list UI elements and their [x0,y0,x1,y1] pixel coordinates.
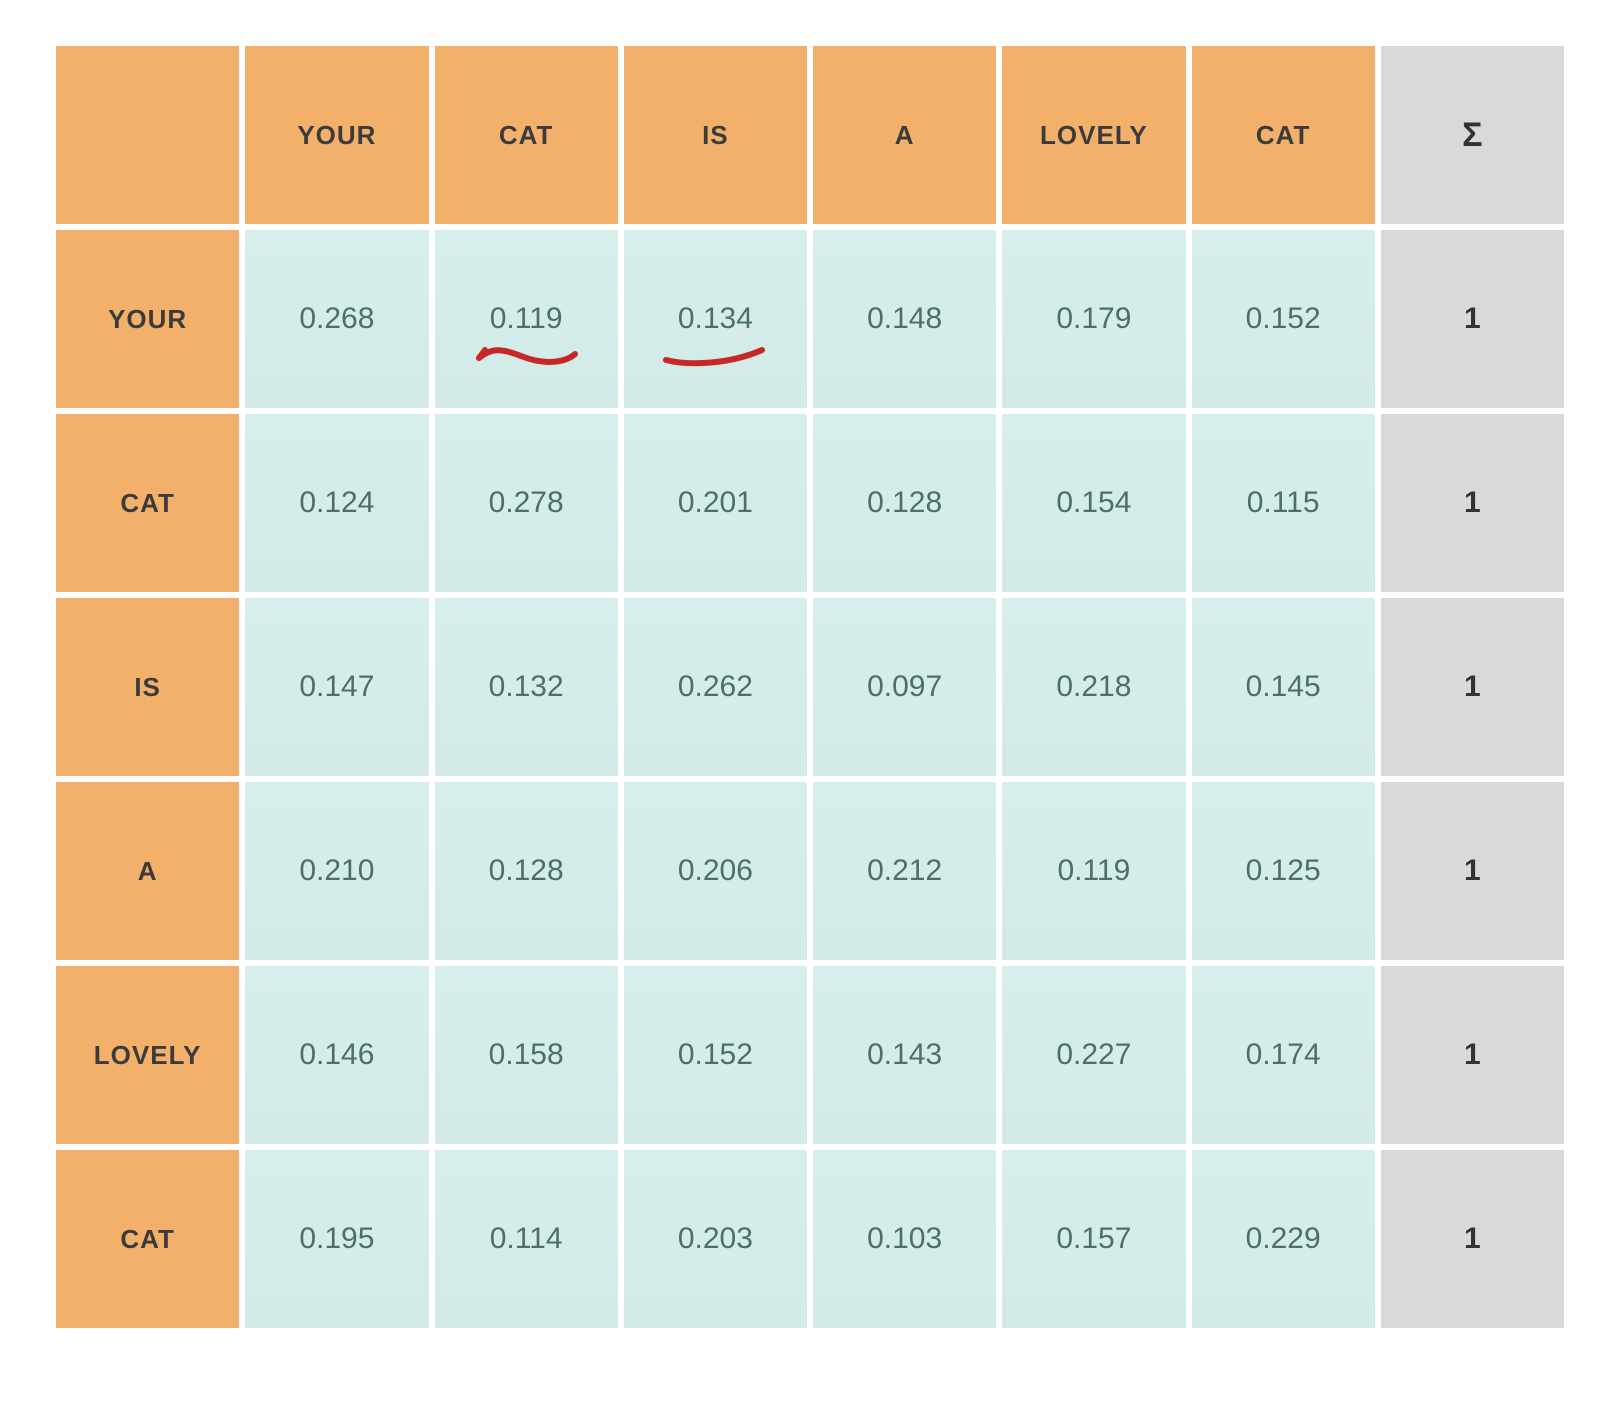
data-cell: 0.134 [624,230,807,408]
data-cell: 0.143 [813,966,996,1144]
row-header: LOVELY [56,966,239,1144]
data-cell: 0.124 [245,414,428,592]
data-cell: 0.119 [1002,782,1185,960]
data-cell: 0.148 [813,230,996,408]
data-cell: 0.229 [1192,1150,1375,1328]
data-cell: 0.128 [813,414,996,592]
annotation-swoosh-icon [660,340,770,370]
row-header: A [56,782,239,960]
data-cell: 0.195 [245,1150,428,1328]
col-header: CAT [435,46,618,224]
sum-cell: 1 [1381,966,1564,1144]
data-cell: 0.206 [624,782,807,960]
sum-cell: 1 [1381,782,1564,960]
data-cell: 0.154 [1002,414,1185,592]
table-row: YOUR 0.268 0.119 0.134 0.148 0.179 [56,230,1564,408]
data-cell: 0.145 [1192,598,1375,776]
sum-cell: 1 [1381,1150,1564,1328]
sum-cell: 1 [1381,598,1564,776]
data-cell: 0.212 [813,782,996,960]
data-cell: 0.152 [1192,230,1375,408]
col-header: CAT [1192,46,1375,224]
data-cell: 0.203 [624,1150,807,1328]
row-header: IS [56,598,239,776]
table-row: IS 0.147 0.132 0.262 0.097 0.218 0.145 1 [56,598,1564,776]
data-cell: 0.158 [435,966,618,1144]
attention-matrix-table: YOUR CAT IS A LOVELY CAT Σ YOUR 0.268 0.… [50,40,1570,1334]
data-cell: 0.147 [245,598,428,776]
table-row: CAT 0.195 0.114 0.203 0.103 0.157 0.229 … [56,1150,1564,1328]
data-cell: 0.268 [245,230,428,408]
data-cell: 0.157 [1002,1150,1185,1328]
data-cell: 0.103 [813,1150,996,1328]
annotation-swoosh-icon [471,340,581,370]
data-cell: 0.115 [1192,414,1375,592]
col-header: IS [624,46,807,224]
data-cell: 0.278 [435,414,618,592]
data-cell: 0.097 [813,598,996,776]
col-header: YOUR [245,46,428,224]
table-row: CAT 0.124 0.278 0.201 0.128 0.154 0.115 … [56,414,1564,592]
data-cell: 0.179 [1002,230,1185,408]
data-cell: 0.114 [435,1150,618,1328]
data-cell: 0.132 [435,598,618,776]
data-cell: 0.174 [1192,966,1375,1144]
data-cell: 0.201 [624,414,807,592]
sum-cell: 1 [1381,230,1564,408]
data-cell: 0.119 [435,230,618,408]
table-row: LOVELY 0.146 0.158 0.152 0.143 0.227 0.1… [56,966,1564,1144]
table-row: A 0.210 0.128 0.206 0.212 0.119 0.125 1 [56,782,1564,960]
row-header: CAT [56,1150,239,1328]
header-row: YOUR CAT IS A LOVELY CAT Σ [56,46,1564,224]
data-cell: 0.262 [624,598,807,776]
col-header: LOVELY [1002,46,1185,224]
sum-cell: 1 [1381,414,1564,592]
table-body: YOUR 0.268 0.119 0.134 0.148 0.179 [56,230,1564,1328]
row-header: YOUR [56,230,239,408]
row-header: CAT [56,414,239,592]
data-cell: 0.125 [1192,782,1375,960]
col-header: A [813,46,996,224]
sum-col-header: Σ [1381,46,1564,224]
corner-cell [56,46,239,224]
data-cell: 0.218 [1002,598,1185,776]
data-cell: 0.152 [624,966,807,1144]
data-cell: 0.128 [435,782,618,960]
data-cell: 0.210 [245,782,428,960]
data-cell: 0.146 [245,966,428,1144]
data-cell: 0.227 [1002,966,1185,1144]
